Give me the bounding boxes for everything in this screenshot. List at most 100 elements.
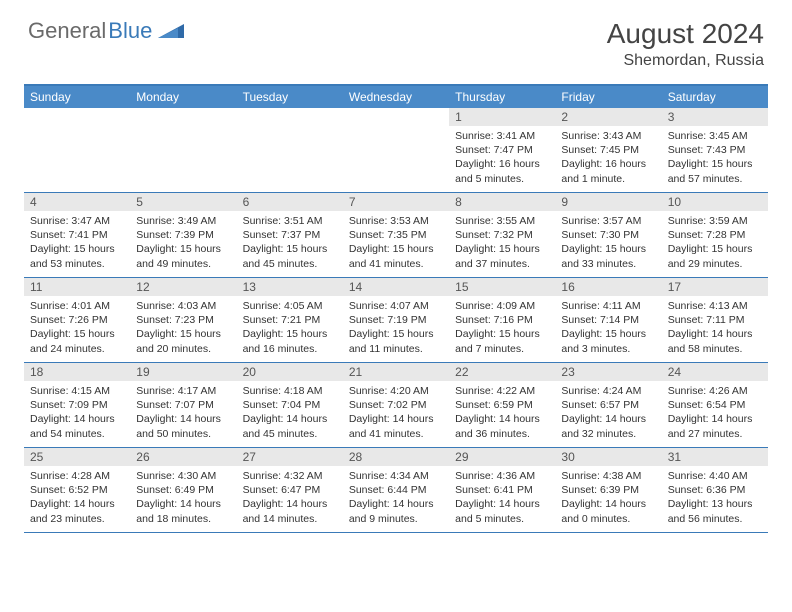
dow-sunday: Sunday (24, 86, 130, 108)
day-cell: 20Sunrise: 4:18 AMSunset: 7:04 PMDayligh… (237, 363, 343, 447)
sunrise-text: Sunrise: 4:11 AM (561, 299, 655, 313)
day-cell: 14Sunrise: 4:07 AMSunset: 7:19 PMDayligh… (343, 278, 449, 362)
day-cell: 26Sunrise: 4:30 AMSunset: 6:49 PMDayligh… (130, 448, 236, 532)
sunset-text: Sunset: 7:41 PM (30, 228, 124, 242)
month-title: August 2024 (607, 18, 764, 50)
sunset-text: Sunset: 7:39 PM (136, 228, 230, 242)
day-details: Sunrise: 3:43 AMSunset: 7:45 PMDaylight:… (555, 126, 661, 190)
day-number: 25 (24, 448, 130, 466)
day-details: Sunrise: 4:26 AMSunset: 6:54 PMDaylight:… (662, 381, 768, 445)
day-cell: 17Sunrise: 4:13 AMSunset: 7:11 PMDayligh… (662, 278, 768, 362)
day-details: Sunrise: 4:38 AMSunset: 6:39 PMDaylight:… (555, 466, 661, 530)
sunset-text: Sunset: 6:54 PM (668, 398, 762, 412)
sunrise-text: Sunrise: 4:07 AM (349, 299, 443, 313)
day-number: 16 (555, 278, 661, 296)
dow-monday: Monday (130, 86, 236, 108)
day-number: 14 (343, 278, 449, 296)
day-number: 26 (130, 448, 236, 466)
day-cell (237, 108, 343, 192)
sunset-text: Sunset: 7:09 PM (30, 398, 124, 412)
day-cell: 9Sunrise: 3:57 AMSunset: 7:30 PMDaylight… (555, 193, 661, 277)
sunrise-text: Sunrise: 4:34 AM (349, 469, 443, 483)
sunset-text: Sunset: 6:52 PM (30, 483, 124, 497)
daylight-text: Daylight: 14 hours and 27 minutes. (668, 412, 762, 440)
sunset-text: Sunset: 6:49 PM (136, 483, 230, 497)
daylight-text: Daylight: 15 hours and 29 minutes. (668, 242, 762, 270)
sunset-text: Sunset: 7:28 PM (668, 228, 762, 242)
daylight-text: Daylight: 14 hours and 0 minutes. (561, 497, 655, 525)
day-number: 12 (130, 278, 236, 296)
day-cell: 6Sunrise: 3:51 AMSunset: 7:37 PMDaylight… (237, 193, 343, 277)
daylight-text: Daylight: 15 hours and 20 minutes. (136, 327, 230, 355)
day-details: Sunrise: 3:53 AMSunset: 7:35 PMDaylight:… (343, 211, 449, 275)
sunrise-text: Sunrise: 4:20 AM (349, 384, 443, 398)
sunrise-text: Sunrise: 3:45 AM (668, 129, 762, 143)
day-details: Sunrise: 4:13 AMSunset: 7:11 PMDaylight:… (662, 296, 768, 360)
day-number: 18 (24, 363, 130, 381)
day-cell: 18Sunrise: 4:15 AMSunset: 7:09 PMDayligh… (24, 363, 130, 447)
week-row: 25Sunrise: 4:28 AMSunset: 6:52 PMDayligh… (24, 448, 768, 533)
page-header: GeneralBlue August 2024 Shemordan, Russi… (0, 0, 792, 78)
day-cell: 8Sunrise: 3:55 AMSunset: 7:32 PMDaylight… (449, 193, 555, 277)
day-cell: 10Sunrise: 3:59 AMSunset: 7:28 PMDayligh… (662, 193, 768, 277)
sunset-text: Sunset: 7:32 PM (455, 228, 549, 242)
day-cell: 2Sunrise: 3:43 AMSunset: 7:45 PMDaylight… (555, 108, 661, 192)
daylight-text: Daylight: 14 hours and 36 minutes. (455, 412, 549, 440)
day-details: Sunrise: 4:05 AMSunset: 7:21 PMDaylight:… (237, 296, 343, 360)
day-cell: 28 Sunrise: 4:34 AMSunset: 6:44 PMDayligh… (343, 448, 449, 532)
day-number: 6 (237, 193, 343, 211)
sunrise-text: Sunrise: 4:05 AM (243, 299, 337, 313)
day-details: Sunrise: 4:20 AMSunset: 7:02 PMDaylight:… (343, 381, 449, 445)
day-cell: 16Sunrise: 4:11 AMSunset: 7:14 PMDayligh… (555, 278, 661, 362)
sunrise-text: Sunrise: 4:03 AM (136, 299, 230, 313)
sunrise-text: Sunrise: 4:09 AM (455, 299, 549, 313)
day-cell: 31Sunrise: 4:40 AMSunset: 6:36 PMDayligh… (662, 448, 768, 532)
day-number: 15 (449, 278, 555, 296)
day-cell: 25Sunrise: 4:28 AMSunset: 6:52 PMDayligh… (24, 448, 130, 532)
day-number: 27 (237, 448, 343, 466)
daylight-text: Daylight: 15 hours and 57 minutes. (668, 157, 762, 185)
day-cell: 1Sunrise: 3:41 AMSunset: 7:47 PMDaylight… (449, 108, 555, 192)
day-number: 10 (662, 193, 768, 211)
sunset-text: Sunset: 6:44 PM (349, 483, 443, 497)
day-details: Sunrise: 3:55 AMSunset: 7:32 PMDaylight:… (449, 211, 555, 275)
sunset-text: Sunset: 7:45 PM (561, 143, 655, 157)
sunset-text: Sunset: 7:26 PM (30, 313, 124, 327)
week-row: 4Sunrise: 3:47 AMSunset: 7:41 PMDaylight… (24, 193, 768, 278)
day-number: 28 (343, 448, 449, 466)
day-number: 7 (343, 193, 449, 211)
sunrise-text: Sunrise: 4:22 AM (455, 384, 549, 398)
daylight-text: Daylight: 15 hours and 45 minutes. (243, 242, 337, 270)
day-details: Sunrise: 4:07 AMSunset: 7:19 PMDaylight:… (343, 296, 449, 360)
day-details: Sunrise: 3:41 AMSunset: 7:47 PMDaylight:… (449, 126, 555, 190)
dow-tuesday: Tuesday (237, 86, 343, 108)
day-cell: 3Sunrise: 3:45 AMSunset: 7:43 PMDaylight… (662, 108, 768, 192)
sunset-text: Sunset: 6:57 PM (561, 398, 655, 412)
daylight-text: Daylight: 14 hours and 41 minutes. (349, 412, 443, 440)
day-cell: 15Sunrise: 4:09 AMSunset: 7:16 PMDayligh… (449, 278, 555, 362)
sunset-text: Sunset: 7:35 PM (349, 228, 443, 242)
daylight-text: Daylight: 14 hours and 45 minutes. (243, 412, 337, 440)
sunrise-text: Sunrise: 4:17 AM (136, 384, 230, 398)
dow-saturday: Saturday (662, 86, 768, 108)
logo-text-part1: General (28, 18, 106, 44)
daylight-text: Daylight: 14 hours and 9 minutes. (349, 497, 443, 525)
daylight-text: Daylight: 14 hours and 23 minutes. (30, 497, 124, 525)
title-block: August 2024 Shemordan, Russia (607, 18, 764, 70)
week-row: 1Sunrise: 3:41 AMSunset: 7:47 PMDaylight… (24, 108, 768, 193)
day-number: 11 (24, 278, 130, 296)
logo-text-part2: Blue (108, 18, 152, 44)
day-details: Sunrise: 4:09 AMSunset: 7:16 PMDaylight:… (449, 296, 555, 360)
day-cell: 7Sunrise: 3:53 AMSunset: 7:35 PMDaylight… (343, 193, 449, 277)
day-cell (130, 108, 236, 192)
daylight-text: Daylight: 14 hours and 5 minutes. (455, 497, 549, 525)
sunset-text: Sunset: 6:59 PM (455, 398, 549, 412)
daylight-text: Daylight: 14 hours and 50 minutes. (136, 412, 230, 440)
day-number: 1 (449, 108, 555, 126)
day-cell: 27Sunrise: 4:32 AMSunset: 6:47 PMDayligh… (237, 448, 343, 532)
sunrise-text: Sunrise: 4:24 AM (561, 384, 655, 398)
sunrise-text: Sunrise: 4:38 AM (561, 469, 655, 483)
day-cell: 21Sunrise: 4:20 AMSunset: 7:02 PMDayligh… (343, 363, 449, 447)
day-number: 23 (555, 363, 661, 381)
daylight-text: Daylight: 15 hours and 3 minutes. (561, 327, 655, 355)
